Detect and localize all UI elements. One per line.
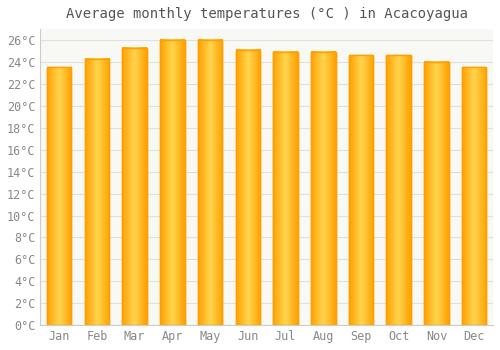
Bar — [236, 50, 260, 325]
Title: Average monthly temperatures (°C ) in Acacoyagua: Average monthly temperatures (°C ) in Ac… — [66, 7, 468, 21]
Bar — [348, 55, 374, 325]
Bar — [311, 52, 336, 325]
Bar — [84, 59, 109, 325]
Bar — [122, 48, 147, 325]
Bar — [198, 40, 222, 325]
Bar — [386, 55, 411, 325]
Bar — [160, 40, 184, 325]
Bar — [47, 68, 72, 325]
Bar — [122, 48, 147, 325]
Bar — [311, 52, 336, 325]
Bar — [84, 59, 109, 325]
Bar — [424, 62, 448, 325]
Bar — [198, 40, 222, 325]
Bar — [386, 55, 411, 325]
Bar — [274, 52, 298, 325]
Bar — [236, 50, 260, 325]
Bar — [462, 68, 486, 325]
Bar — [274, 52, 298, 325]
Bar — [47, 68, 72, 325]
Bar — [462, 68, 486, 325]
Bar — [424, 62, 448, 325]
Bar — [160, 40, 184, 325]
Bar — [348, 55, 374, 325]
